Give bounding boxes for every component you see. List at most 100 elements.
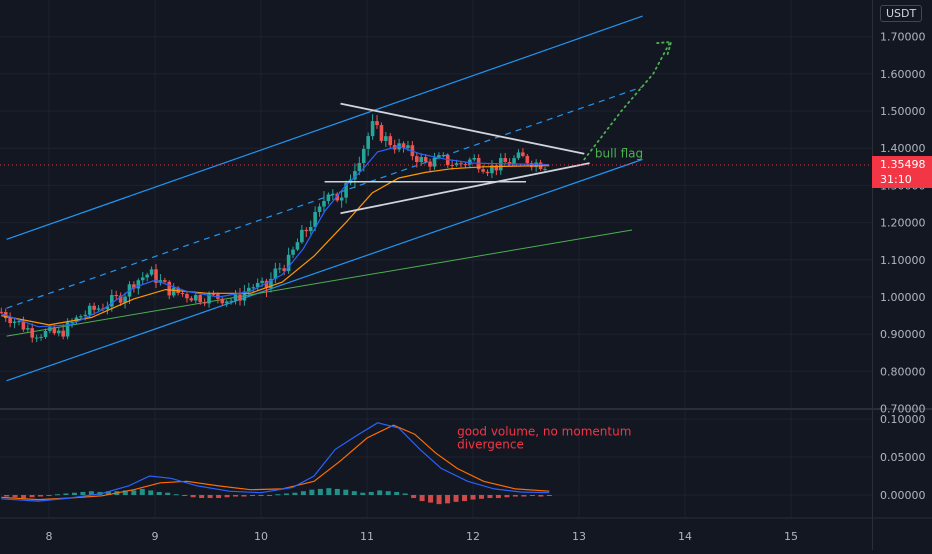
green-trend-line bbox=[6, 229, 633, 337]
macd-histogram-bar bbox=[504, 495, 510, 498]
candle-body bbox=[529, 163, 534, 168]
candle-body bbox=[423, 157, 428, 162]
macd-histogram-bar bbox=[512, 495, 518, 497]
macd-histogram-bar bbox=[360, 492, 366, 495]
macd-histogram-bar bbox=[38, 495, 44, 497]
macd-histogram-bar bbox=[326, 488, 332, 495]
candle-body bbox=[220, 298, 225, 304]
macd-histogram-bar bbox=[317, 488, 323, 495]
candle-body bbox=[238, 294, 242, 301]
candle-body bbox=[79, 316, 83, 318]
macd-histogram-bar bbox=[385, 491, 391, 495]
macd-histogram-bar bbox=[12, 495, 18, 498]
macd-histogram-bar bbox=[300, 491, 306, 495]
candle-body bbox=[92, 305, 96, 310]
candle-body bbox=[202, 302, 207, 304]
candle-body bbox=[437, 155, 441, 158]
macd-histogram-bar bbox=[54, 494, 60, 496]
momentum-annotation: good volume, no momentum divergence bbox=[457, 425, 631, 452]
candle-body bbox=[149, 269, 154, 275]
candle-body bbox=[428, 161, 432, 167]
macd-histogram-bar bbox=[402, 493, 408, 495]
candle-body bbox=[432, 157, 437, 167]
macd-histogram-bar bbox=[241, 495, 247, 497]
candle-body bbox=[388, 136, 393, 146]
candle-body bbox=[185, 294, 189, 299]
macd-histogram-bar bbox=[156, 491, 162, 495]
candle-body bbox=[193, 295, 198, 301]
macd-histogram-bar bbox=[478, 495, 484, 499]
candle-body bbox=[12, 321, 17, 324]
macd-histogram-bar bbox=[266, 495, 272, 496]
candle-body bbox=[233, 294, 238, 301]
candle-body bbox=[34, 337, 39, 339]
macd-pane: good volume, no momentum divergence bbox=[1, 422, 631, 505]
candle-body bbox=[87, 305, 92, 315]
candle-body bbox=[43, 330, 48, 337]
macd-histogram-bar bbox=[445, 495, 451, 504]
candle-body bbox=[26, 328, 30, 330]
candle-body bbox=[353, 171, 357, 180]
candle-body bbox=[361, 148, 366, 164]
candle-body bbox=[295, 242, 300, 250]
candle-body bbox=[277, 268, 282, 270]
candle-body bbox=[317, 206, 322, 212]
candle-body bbox=[8, 318, 12, 324]
candle-body bbox=[384, 136, 388, 141]
time-tick-label: 13 bbox=[572, 530, 586, 543]
candle-body bbox=[171, 287, 176, 296]
macd-histogram-bar bbox=[173, 494, 179, 496]
price-pane: bull flag bbox=[0, 15, 872, 382]
candle-body bbox=[21, 321, 26, 330]
macd-histogram-bar bbox=[29, 495, 35, 498]
momentum-annotation-line: good volume, no momentum bbox=[457, 425, 631, 439]
macd-histogram-bar bbox=[283, 493, 289, 495]
macd-histogram-bar bbox=[453, 495, 459, 502]
candle-body bbox=[224, 301, 229, 304]
price-tick-label: 1.60000 bbox=[880, 68, 926, 81]
unit-badge[interactable]: USDT bbox=[880, 5, 923, 22]
time-tick-label: 11 bbox=[360, 530, 374, 543]
candle-body bbox=[211, 293, 216, 295]
channel-mid-dashed-line bbox=[6, 86, 643, 309]
candle-body bbox=[335, 193, 340, 201]
price-scale[interactable] bbox=[872, 0, 932, 550]
candle-body bbox=[322, 201, 326, 207]
candle-body bbox=[198, 295, 203, 303]
candle-body bbox=[454, 163, 459, 166]
candle-body bbox=[521, 152, 525, 156]
macd-histogram-bar bbox=[428, 495, 434, 503]
triangle-bottom-line bbox=[340, 162, 590, 215]
macd-histogram-bar bbox=[462, 495, 468, 502]
candle-body bbox=[158, 280, 163, 283]
channel-upper-line bbox=[6, 15, 643, 240]
candle-body bbox=[52, 327, 57, 334]
candle-body bbox=[180, 293, 185, 295]
time-tick-label: 14 bbox=[678, 530, 692, 543]
candle-body bbox=[525, 155, 530, 164]
macd-histogram-bar bbox=[105, 491, 111, 495]
candle-countdown: 31:10 bbox=[880, 173, 912, 186]
macd-histogram-bar bbox=[131, 490, 137, 495]
candle-body bbox=[463, 164, 468, 166]
macd-histogram-bar bbox=[521, 495, 527, 497]
macd-histogram-bar bbox=[63, 493, 69, 495]
macd-histogram-bar bbox=[250, 495, 256, 496]
candle-body bbox=[105, 306, 110, 310]
candle-body bbox=[17, 321, 21, 323]
candle-body bbox=[304, 229, 309, 232]
grid-lines bbox=[0, 0, 872, 518]
macd-histogram-bar bbox=[216, 495, 222, 499]
candle-body bbox=[379, 125, 384, 141]
macd-histogram-bar bbox=[80, 491, 86, 495]
candle-body bbox=[485, 171, 490, 174]
candle-body bbox=[229, 300, 233, 302]
macd-histogram-bar bbox=[71, 492, 77, 495]
candle-body bbox=[344, 183, 348, 198]
ema-slow-line bbox=[1, 165, 550, 326]
candle-body bbox=[247, 287, 251, 292]
time-tick-label: 10 bbox=[254, 530, 268, 543]
price-axis-labels: 0.70000 0.80000 0.90000 1.00000 1.10000 1.200… bbox=[880, 31, 926, 502]
